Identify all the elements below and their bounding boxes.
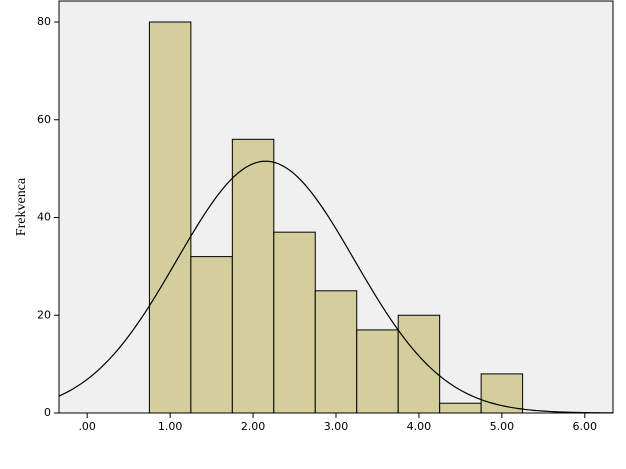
bar [439, 402, 482, 414]
x-tick-label: 3.00 [324, 420, 349, 433]
x-tick-label: 4.00 [407, 420, 432, 433]
bar [231, 138, 275, 414]
x-tick-label: 5.00 [490, 420, 515, 433]
x-tick-label: 1.00 [158, 420, 183, 433]
bar [148, 21, 192, 414]
y-tick-label: 40 [37, 211, 51, 224]
bar [480, 373, 524, 414]
y-axis-label: Frekvenca [14, 177, 29, 236]
x-tick-label: 2.00 [241, 420, 266, 433]
x-tick-label: 6.00 [573, 420, 598, 433]
bar [397, 314, 441, 414]
normal-curve [58, 160, 614, 414]
y-tick-label: 80 [37, 15, 51, 28]
bar [273, 231, 316, 414]
bar [314, 290, 358, 414]
y-tick-label: 0 [44, 406, 51, 419]
y-tick-label: 60 [37, 113, 51, 126]
y-tick-label: 20 [37, 308, 51, 321]
bar [190, 256, 233, 414]
x-tick-label: .00 [78, 420, 96, 433]
bar [356, 329, 399, 414]
